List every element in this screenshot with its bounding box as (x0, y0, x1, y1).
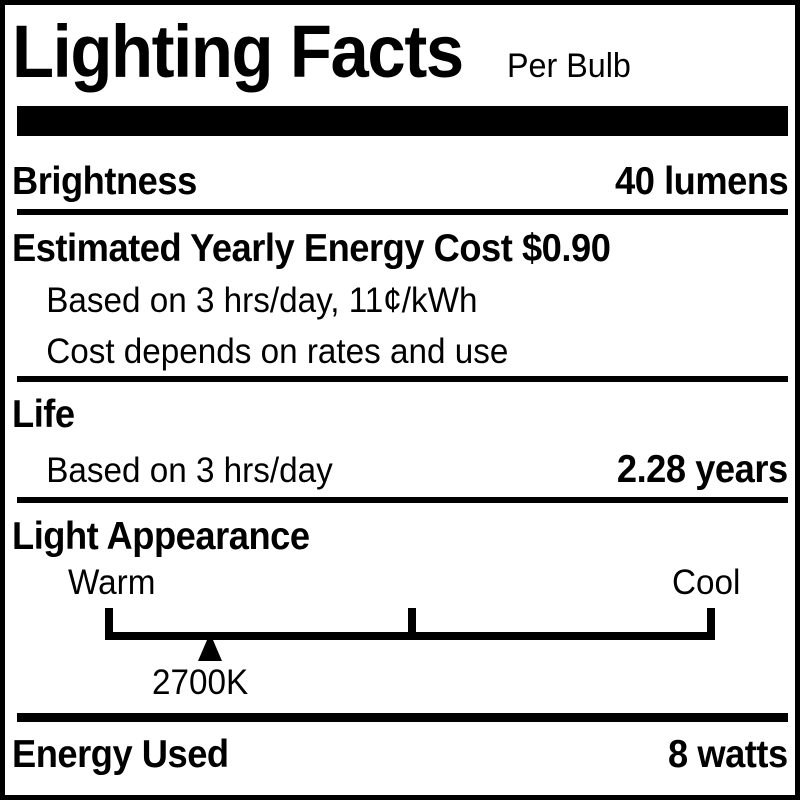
energy-cost-rates-note: Cost depends on rates and use (46, 332, 509, 371)
life-label: Life (12, 393, 75, 436)
energy-cost-row: Estimated Yearly Energy Cost $0.90 (12, 229, 788, 268)
energy-cost-rates-row: Cost depends on rates and use (12, 334, 788, 369)
energy-cost-basis-row: Based on 3 hrs/day, 11¢/kWh (12, 283, 788, 318)
scale-axis-bar (105, 632, 715, 640)
scale-label-warm: Warm (68, 563, 156, 602)
energy-used-value: 8 watts (668, 733, 788, 776)
scale-pointer-label: 2700K (152, 663, 249, 702)
light-appearance-label: Light Appearance (12, 515, 310, 558)
page-title: Lighting Facts (12, 10, 464, 93)
light-appearance-scale: Warm Cool 2700K (12, 565, 788, 705)
life-basis-row: Based on 3 hrs/day 2.28 years (12, 450, 788, 489)
life-value: 2.28 years (617, 448, 788, 491)
divider-after-brightness (17, 209, 788, 215)
label-title-row: Lighting Facts Per Bulb (12, 15, 788, 89)
light-appearance-row: Light Appearance (12, 517, 788, 556)
life-row: Life (12, 395, 788, 434)
brightness-value: 40 lumens (614, 160, 789, 203)
title-suffix: Per Bulb (506, 47, 631, 85)
scale-tick-middle (408, 608, 416, 640)
energy-used-row: Energy Used 8 watts (12, 735, 788, 774)
energy-cost-basis-note: Based on 3 hrs/day, 11¢/kWh (46, 281, 478, 320)
title-separator-bar (17, 106, 788, 136)
divider-after-energy-cost (17, 376, 788, 382)
brightness-row: Brightness 40 lumens (12, 162, 788, 201)
life-basis-note: Based on 3 hrs/day (46, 451, 333, 490)
scale-label-cool: Cool (672, 563, 741, 602)
scale-tick-left (105, 608, 113, 640)
scale-tick-right (707, 608, 715, 640)
scale-pointer-triangle-icon (198, 633, 222, 661)
divider-after-light-appearance (17, 713, 788, 722)
brightness-label: Brightness (12, 160, 197, 203)
label-inner-content: Lighting Facts Per Bulb Brightness 40 lum… (12, 7, 788, 793)
divider-after-life (17, 497, 788, 503)
energy-cost-label: Estimated Yearly Energy Cost $0.90 (12, 227, 611, 270)
energy-used-label: Energy Used (12, 733, 229, 776)
